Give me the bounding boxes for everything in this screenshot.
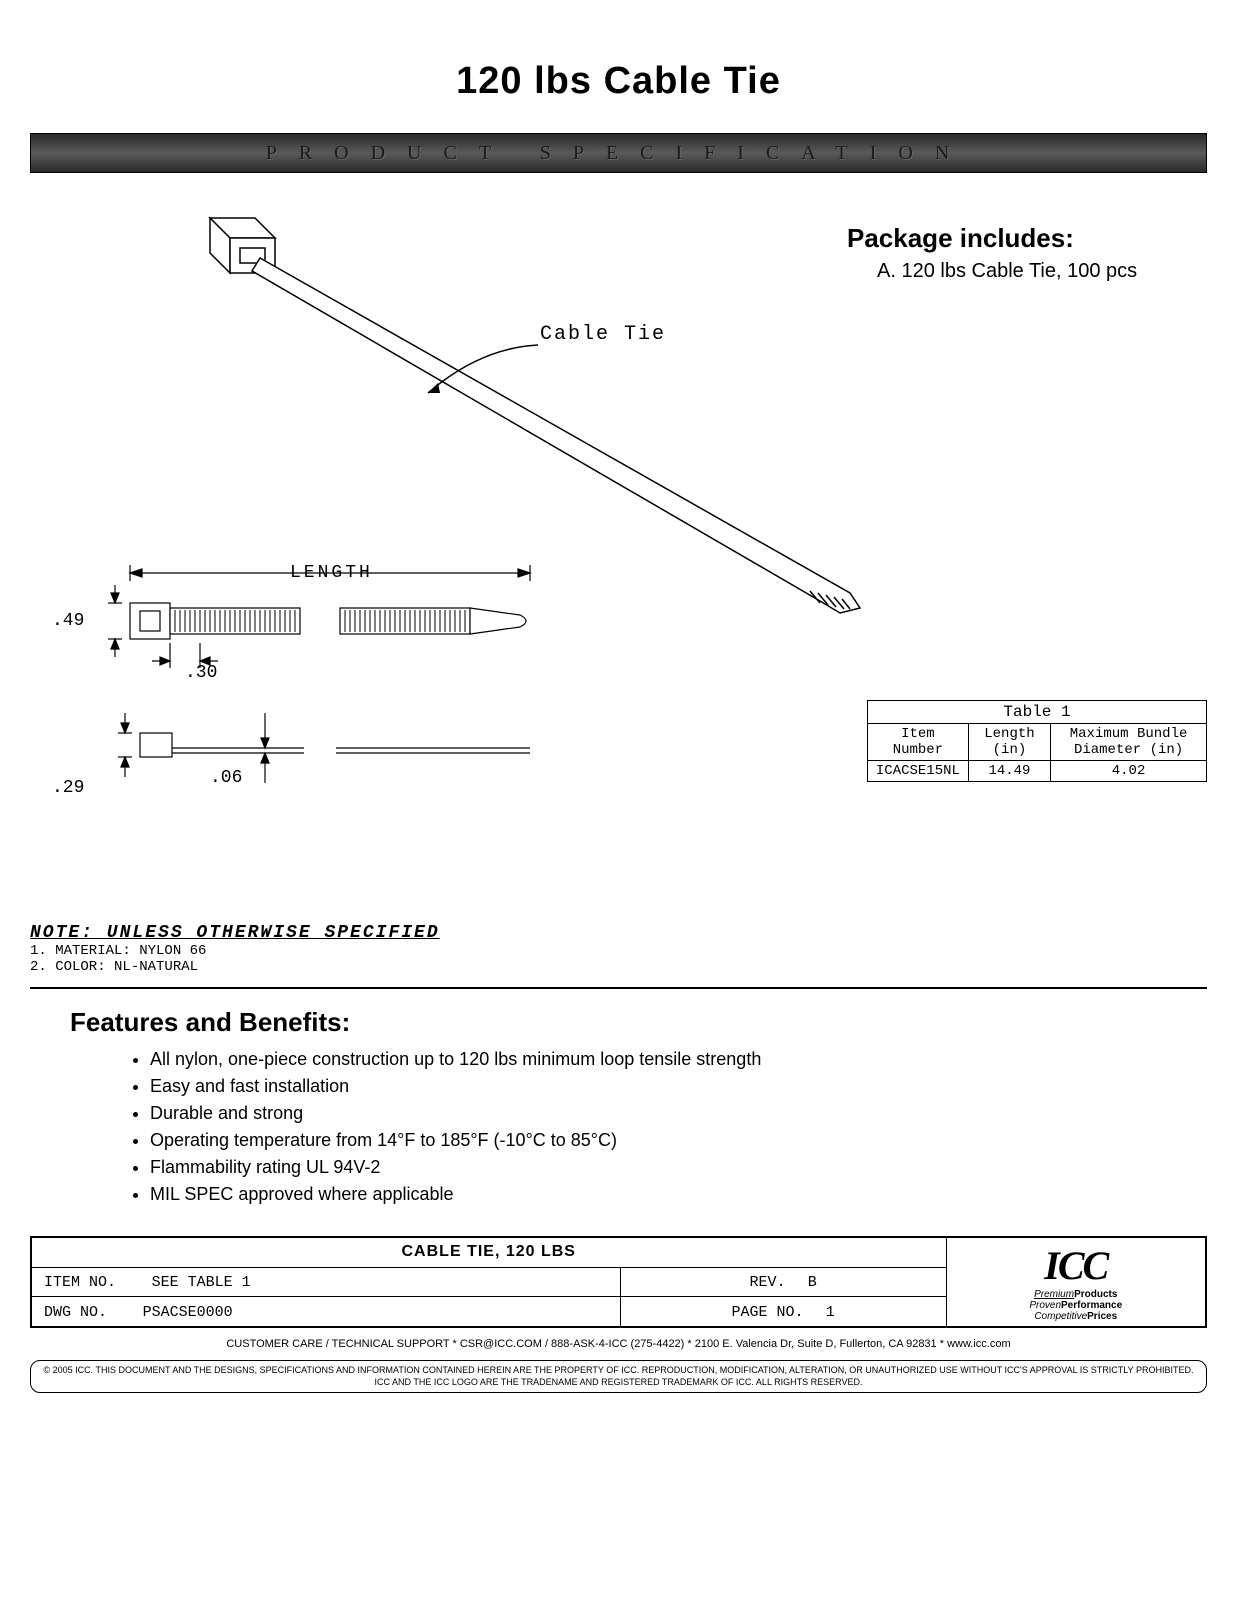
page-no-value: 1	[826, 1304, 835, 1321]
features-heading: Features and Benefits:	[70, 1007, 1207, 1038]
dim-29: .29	[52, 778, 84, 798]
rev-label: REV.	[750, 1274, 786, 1291]
dim-49: .49	[52, 611, 84, 631]
page-title: 120 lbs Cable Tie	[30, 60, 1207, 103]
tech-drawing	[40, 553, 540, 793]
dwg-no-value: PSACSE0000	[143, 1304, 233, 1321]
feature-item: Operating temperature from 14°F to 185°F…	[150, 1127, 1207, 1154]
table-row: ICACSE15NL 14.49 4.02	[868, 761, 1207, 782]
divider	[30, 987, 1207, 989]
footer-title: CABLE TIE, 120 LBS	[31, 1237, 946, 1267]
table-1: Table 1 Item Number Length (in) Maximum …	[867, 700, 1207, 782]
dwg-no-label: DWG NO.	[44, 1304, 107, 1321]
logo-cell: ICC PremiumProducts ProvenPerformance Co…	[946, 1237, 1206, 1327]
note-item-1: 1. MATERIAL: NYLON 66	[30, 943, 1207, 959]
page-no-label: PAGE NO.	[732, 1304, 804, 1321]
table1-r0c2: 4.02	[1051, 761, 1207, 782]
tagline-3: CompetitivePrices	[959, 1311, 1194, 1322]
feature-item: Durable and strong	[150, 1100, 1207, 1127]
note-item-2: 2. COLOR: NL-NATURAL	[30, 959, 1207, 975]
table1-title: Table 1	[868, 701, 1207, 724]
dim-06: .06	[210, 768, 242, 788]
features-list: All nylon, one-piece construction up to …	[150, 1046, 1207, 1208]
notes-heading: NOTE: UNLESS OTHERWISE SPECIFIED	[30, 923, 1207, 943]
table1-r0c1: 14.49	[968, 761, 1050, 782]
table1-col1: Length (in)	[968, 724, 1050, 761]
feature-item: Easy and fast installation	[150, 1073, 1207, 1100]
item-no-value: SEE TABLE 1	[152, 1274, 251, 1291]
length-label: LENGTH	[290, 563, 373, 583]
item-no-label: ITEM NO.	[44, 1274, 116, 1291]
feature-item: MIL SPEC approved where applicable	[150, 1181, 1207, 1208]
footer-table: CABLE TIE, 120 LBS ICC PremiumProducts P…	[30, 1236, 1207, 1328]
diagram-area: Cable Tie	[30, 213, 817, 833]
tagline-1: PremiumProducts	[959, 1289, 1194, 1300]
callout-arrow	[420, 343, 540, 403]
icc-logo: ICC	[959, 1242, 1194, 1289]
rev-value: B	[808, 1274, 817, 1291]
feature-item: Flammability rating UL 94V-2	[150, 1154, 1207, 1181]
package-item: A. 120 lbs Cable Tie, 100 pcs	[877, 260, 1207, 283]
dim-30: .30	[185, 663, 217, 683]
table1-col2: Maximum Bundle Diameter (in)	[1051, 724, 1207, 761]
contact-line: CUSTOMER CARE / TECHNICAL SUPPORT * CSR@…	[30, 1338, 1207, 1350]
callout-label: Cable Tie	[540, 323, 666, 346]
tagline-2: ProvenPerformance	[959, 1300, 1194, 1311]
table1-r0c0: ICACSE15NL	[868, 761, 969, 782]
spec-banner: PRODUCT SPECIFICATION	[30, 133, 1207, 173]
package-heading: Package includes:	[847, 223, 1207, 254]
feature-item: All nylon, one-piece construction up to …	[150, 1046, 1207, 1073]
copyright: © 2005 ICC. THIS DOCUMENT AND THE DESIGN…	[30, 1360, 1207, 1393]
table1-col0: Item Number	[868, 724, 969, 761]
